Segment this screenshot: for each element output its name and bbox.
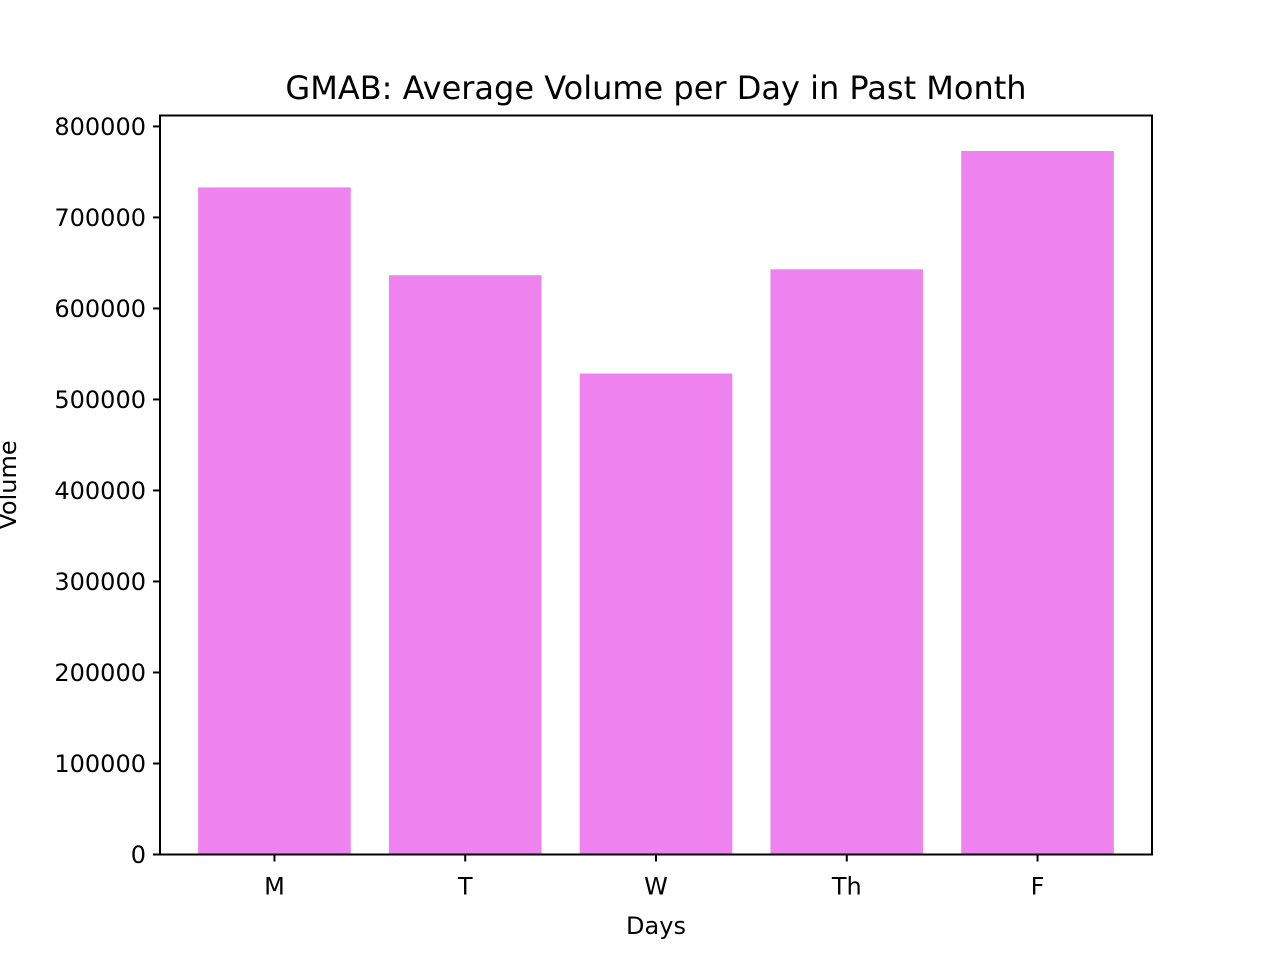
y-tick-label: 0 bbox=[131, 841, 146, 869]
x-tick-label: Th bbox=[831, 873, 862, 901]
plot-frame bbox=[159, 114, 1153, 856]
bar-t bbox=[388, 275, 542, 855]
y-axis: 0 100000 200000 300000 400000 500000 600000 700… bbox=[54, 113, 160, 869]
x-tick-label: T bbox=[457, 873, 473, 901]
x-axis: M T W Th F bbox=[264, 854, 1045, 901]
bar-f bbox=[961, 150, 1114, 855]
y-tick-label: 400000 bbox=[54, 477, 146, 505]
bar-m bbox=[198, 187, 351, 855]
y-tick-label: 700000 bbox=[54, 204, 146, 232]
x-tick-label: W bbox=[644, 873, 668, 901]
x-tick-label: F bbox=[1031, 873, 1045, 901]
chart-title: GMAB: Average Volume per Day in Past Mon… bbox=[285, 69, 1026, 107]
bar-w bbox=[579, 373, 733, 855]
x-tick-label: M bbox=[264, 873, 285, 901]
y-axis-label: Volume bbox=[0, 440, 22, 529]
bar-th bbox=[770, 269, 924, 855]
y-tick-label: 200000 bbox=[54, 659, 146, 687]
x-axis-label: Days bbox=[626, 912, 686, 940]
bars-group bbox=[198, 150, 1114, 855]
y-tick-label: 600000 bbox=[54, 295, 146, 323]
y-tick-label: 500000 bbox=[54, 386, 146, 414]
y-tick-label: 100000 bbox=[54, 750, 146, 778]
y-tick-label: 800000 bbox=[54, 113, 146, 141]
y-tick-label: 300000 bbox=[54, 568, 146, 596]
